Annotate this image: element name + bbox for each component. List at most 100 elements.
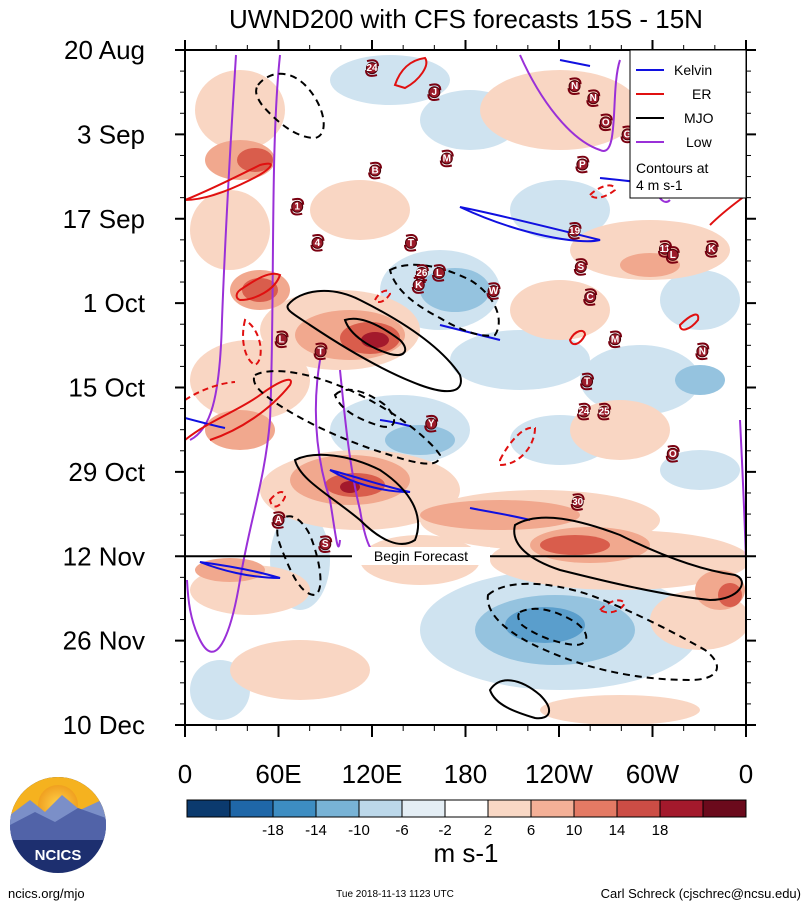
storm-label: 24 — [578, 407, 590, 418]
y-tick-label: 20 Aug — [64, 35, 145, 65]
storm-label: 1 — [294, 202, 300, 213]
storm-label: P — [579, 160, 586, 171]
storm-marker: M — [608, 330, 623, 349]
storm-marker: L — [274, 330, 289, 349]
storm-label: K — [415, 280, 423, 291]
legend-kelvin-label: Kelvin — [674, 62, 712, 78]
storm-label: 30 — [572, 497, 584, 508]
y-tick-label: 3 Sep — [77, 119, 145, 149]
y-tick-label: 10 Dec — [63, 710, 145, 740]
contours — [185, 54, 746, 720]
colorbar-label: 14 — [609, 822, 626, 839]
colorbar-swatch — [616, 799, 661, 818]
x-tick-label: 60E — [255, 759, 301, 789]
colorbar-label: 2 — [484, 822, 492, 839]
mjo-negative-contours — [252, 72, 718, 682]
x-tick-label: 180 — [444, 759, 487, 789]
storm-label: M — [611, 334, 619, 345]
legend-mjo-label: MJO — [684, 110, 714, 126]
storm-marker: T — [580, 372, 595, 391]
storm-marker: P — [575, 155, 590, 174]
colorbar-label: 6 — [527, 822, 535, 839]
storm-label: W — [489, 286, 499, 297]
colorbar-label: -10 — [348, 822, 370, 839]
storm-marker: M — [439, 149, 454, 168]
colorbar: -18 -14 -10 -6 -2 2 6 10 14 18 — [186, 799, 747, 839]
storm-marker: B — [368, 161, 383, 180]
storm-marker: T — [403, 234, 418, 252]
chart-title: UWND200 with CFS forecasts 15S - 15N — [229, 4, 703, 34]
storm-label: T — [408, 238, 414, 249]
storm-marker: Y — [424, 414, 439, 433]
colorbar-swatch — [702, 799, 747, 818]
colorbar-swatch — [272, 799, 317, 818]
storm-marker: S — [318, 535, 333, 554]
storm-label: O — [602, 117, 610, 128]
ncics-logo: NCICS — [10, 777, 106, 873]
storm-label: K — [708, 244, 716, 255]
storm-marker: 25 — [597, 402, 612, 421]
storm-marker: K — [704, 240, 719, 258]
storm-label: S — [577, 262, 584, 273]
y-tick-label: 1 Oct — [83, 288, 146, 318]
colorbar-label: 10 — [566, 822, 583, 839]
storm-marker: W — [486, 282, 501, 300]
storm-label: O — [669, 449, 677, 460]
ncics-logo-text: NCICS — [35, 847, 82, 864]
y-axis: 20 Aug 3 Sep 17 Sep 1 Oct 15 Oct 29 Oct 12 Nov… — [63, 35, 756, 740]
storm-label: L — [279, 334, 285, 345]
colorbar-label: 18 — [652, 822, 669, 839]
y-tick-label: 15 Oct — [68, 373, 145, 403]
storm-marker: J — [427, 83, 442, 101]
storm-label: 24 — [366, 63, 378, 74]
storm-label: J — [432, 87, 438, 98]
legend-note: Contours at 4 m s-1 — [636, 160, 708, 193]
storm-label: M — [443, 153, 451, 164]
forecast-label: Begin Forecast — [374, 548, 468, 564]
x-tick-label: 120W — [525, 759, 593, 789]
storm-marker: N — [586, 89, 601, 108]
legend-box — [629, 49, 747, 199]
colorbar-swatch — [401, 799, 446, 818]
storm-label: C — [587, 292, 594, 303]
storm-label: N — [590, 93, 597, 104]
storm-marker: N — [567, 77, 582, 95]
storm-label: B — [371, 166, 378, 177]
storm-marker: N — [695, 342, 710, 361]
storm-label: 25 — [599, 407, 611, 418]
storm-label: L — [670, 250, 676, 261]
footer-site[interactable]: ncics.org/mjo — [8, 886, 85, 901]
colorbar-label: -2 — [438, 822, 451, 839]
colorbar-label: -14 — [305, 822, 327, 839]
storm-marker: 19 — [567, 221, 582, 240]
colorbar-swatch — [229, 799, 274, 818]
storm-marker: L — [432, 264, 447, 282]
x-tick-label: 60W — [626, 759, 680, 789]
storm-marker: 4 — [310, 234, 325, 252]
colorbar-swatch — [573, 799, 618, 818]
storm-label: L — [436, 268, 442, 279]
colorbar-swatch — [358, 799, 403, 818]
mjo-positive-contours — [286, 289, 743, 720]
storm-label: G — [624, 129, 632, 140]
legend-er-label: ER — [692, 86, 711, 102]
colorbar-label: -18 — [262, 822, 284, 839]
y-tick-label: 12 Nov — [63, 541, 145, 571]
colorbar-swatch — [444, 799, 489, 818]
forecast-label-bg — [352, 547, 490, 565]
storm-label: T — [584, 376, 590, 387]
storm-label: T — [318, 346, 324, 357]
colorbar-swatch — [315, 799, 360, 818]
storm-marker: T — [313, 342, 328, 361]
kelvin-contours — [185, 59, 651, 579]
x-tick-label: 0 — [739, 759, 753, 789]
x-axis: 0 60E 120E 180 120W 60W 0 — [178, 40, 753, 789]
storm-marker: A — [271, 511, 286, 529]
footer-author: Carl Schreck (cjschrec@ncsu.edu) — [601, 886, 801, 901]
storm-marker: 1 — [290, 197, 305, 216]
storm-marker: O — [598, 113, 613, 132]
storm-marker: L — [665, 246, 680, 264]
storm-marker: 24 — [365, 59, 379, 77]
units-label: m s-1 — [434, 838, 499, 868]
